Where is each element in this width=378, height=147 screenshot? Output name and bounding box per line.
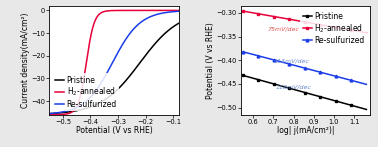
Text: 113mV/dec: 113mV/dec: [273, 59, 309, 64]
Re-sulfurized: [358, 82, 363, 84]
Pristine: [150, 46, 155, 47]
Line: Pristine: Pristine: [49, 23, 179, 114]
Line: Re-sulfurized: Re-sulfurized: [49, 11, 179, 114]
H$_2$-annealed: [358, 31, 363, 32]
Pristine: [136, 64, 140, 66]
Re-sulfurized: [353, 81, 358, 82]
H$_2$-annealed: [47, 114, 51, 116]
Re-sulfurized: [246, 52, 250, 54]
Re-sulfurized: [136, 24, 140, 25]
H$_2$-annealed: [263, 14, 268, 16]
Pristine: [104, 98, 108, 100]
H$_2$-annealed: [364, 32, 369, 34]
Re-sulfurized: [148, 16, 152, 18]
Pristine: [248, 77, 253, 78]
Re-sulfurized: [364, 83, 369, 85]
Re-sulfurized: [99, 81, 104, 83]
X-axis label: Potential (V vs RHE): Potential (V vs RHE): [76, 126, 152, 135]
X-axis label: log| j(mA/cm²)|: log| j(mA/cm²)|: [277, 126, 335, 135]
Re-sulfurized: [248, 53, 253, 55]
Pristine: [358, 107, 363, 109]
Y-axis label: Current density(mA/cm²): Current density(mA/cm²): [20, 12, 29, 108]
H$_2$-annealed: [246, 11, 250, 13]
H$_2$-annealed: [60, 113, 65, 115]
Text: 75mV/dec: 75mV/dec: [267, 27, 299, 32]
Re-sulfurized: [241, 51, 245, 53]
Text: 118mV/dec: 118mV/dec: [275, 85, 311, 90]
Pristine: [47, 113, 51, 115]
Re-sulfurized: [274, 60, 278, 61]
Pristine: [246, 76, 250, 78]
Line: Re-sulfurized: Re-sulfurized: [242, 50, 368, 86]
Re-sulfurized: [47, 113, 51, 115]
Line: H$_2$-annealed: H$_2$-annealed: [49, 10, 179, 115]
Re-sulfurized: [150, 15, 155, 17]
H$_2$-annealed: [136, 10, 140, 11]
H$_2$-annealed: [177, 10, 181, 11]
Re-sulfurized: [177, 10, 181, 12]
H$_2$-annealed: [99, 12, 104, 14]
H$_2$-annealed: [248, 11, 253, 13]
Line: Pristine: Pristine: [242, 74, 368, 111]
Legend: Pristine, H$_2$-annealed, Re-sulfurized: Pristine, H$_2$-annealed, Re-sulfurized: [53, 74, 119, 111]
Pristine: [364, 109, 369, 110]
Pristine: [60, 112, 65, 114]
H$_2$-annealed: [274, 16, 278, 18]
Pristine: [353, 106, 358, 107]
Pristine: [99, 101, 104, 103]
H$_2$-annealed: [148, 10, 152, 11]
Legend: Pristine, H$_2$-annealed, Re-sulfurized: Pristine, H$_2$-annealed, Re-sulfurized: [301, 10, 367, 47]
H$_2$-annealed: [104, 10, 108, 12]
Re-sulfurized: [104, 74, 108, 75]
Pristine: [148, 49, 152, 50]
Pristine: [241, 75, 245, 76]
H$_2$-annealed: [353, 30, 358, 32]
H$_2$-annealed: [150, 10, 155, 11]
Line: H$_2$-annealed: H$_2$-annealed: [242, 10, 368, 34]
Y-axis label: Potential (V vs RHE): Potential (V vs RHE): [206, 22, 215, 99]
Pristine: [177, 22, 181, 24]
Pristine: [274, 84, 278, 85]
H$_2$-annealed: [241, 10, 245, 12]
Re-sulfurized: [60, 111, 65, 113]
Re-sulfurized: [263, 57, 268, 59]
Pristine: [263, 81, 268, 83]
